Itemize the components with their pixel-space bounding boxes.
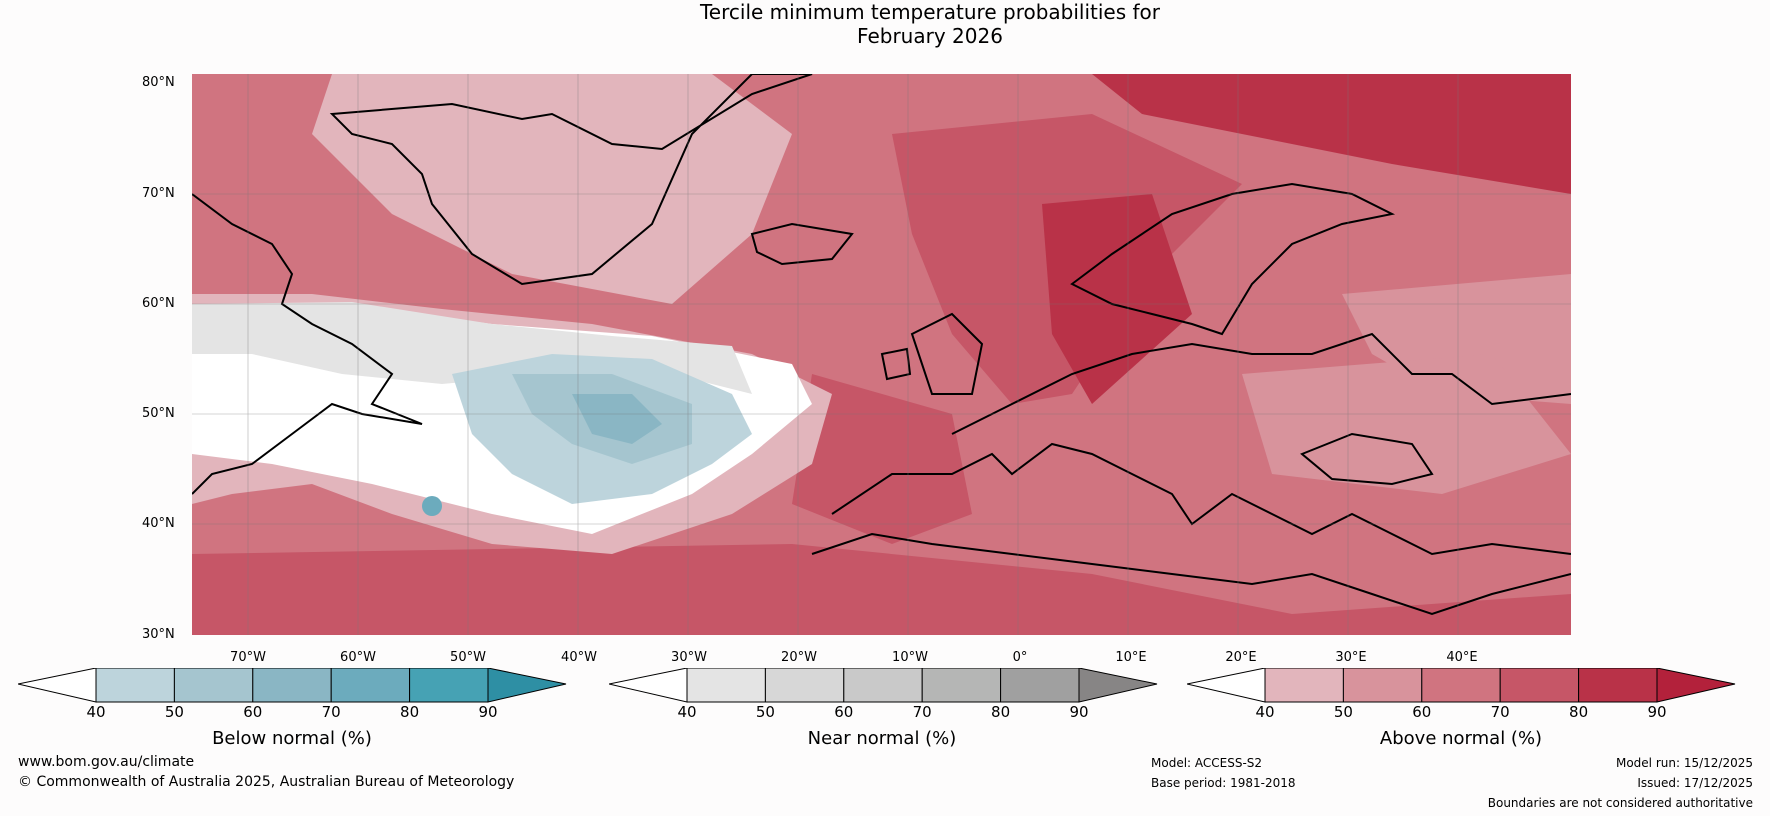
lon-label-70w: 70°W bbox=[230, 650, 266, 665]
shade-russia bbox=[1342, 274, 1571, 404]
cbar-near-segment bbox=[764, 668, 845, 703]
lat-label-60n: 60°N bbox=[142, 296, 175, 311]
cbar-title-below: Below normal (%) bbox=[212, 728, 372, 749]
cbar-below-segment bbox=[330, 668, 411, 703]
lon-label-40e: 40°E bbox=[1446, 650, 1478, 665]
black-sea-coast bbox=[1300, 432, 1434, 486]
cbar-above-segment bbox=[1342, 668, 1423, 703]
map-title: Tercile minimum temperature probabilitie… bbox=[0, 0, 1770, 48]
cbar-below-segment bbox=[95, 668, 175, 703]
lon-label-50w: 50°W bbox=[450, 650, 486, 665]
lon-label-40w: 40°W bbox=[561, 650, 597, 665]
cbar-above-segment bbox=[1499, 668, 1580, 703]
cbar-near-segment bbox=[843, 668, 923, 703]
cbar-below-high-arrow bbox=[487, 668, 567, 703]
cbar-below-tick: 70 bbox=[321, 703, 341, 721]
scandinavia-coast bbox=[1070, 182, 1396, 336]
footer-model: Model: ACCESS-S2 bbox=[1151, 756, 1263, 770]
lat-label-40n: 40°N bbox=[142, 516, 175, 531]
shade-south bbox=[192, 544, 1571, 635]
cbar-below-segment bbox=[252, 668, 332, 703]
title-line-1: Tercile minimum temperature probabilitie… bbox=[699, 0, 1161, 24]
cbar-above-tick: 60 bbox=[1412, 703, 1432, 721]
lon-label-0: 0° bbox=[1012, 650, 1028, 665]
ireland-coast bbox=[880, 347, 912, 381]
cbar-below-tick: 50 bbox=[164, 703, 184, 721]
lon-label-10w: 10°W bbox=[892, 650, 928, 665]
cbar-near-tick: 90 bbox=[1069, 703, 1089, 721]
shade-midatlantic bbox=[792, 374, 972, 544]
shade-labrador bbox=[312, 74, 792, 304]
cbar-below-segment bbox=[409, 668, 489, 703]
lon-label-30e: 30°E bbox=[1335, 650, 1367, 665]
cbar-near-segment bbox=[921, 668, 1002, 703]
cbar-below-tick: 60 bbox=[243, 703, 263, 721]
cbar-above-segment bbox=[1264, 668, 1344, 703]
cbar-near-high-arrow bbox=[1078, 668, 1158, 703]
cbar-above-segment bbox=[1421, 668, 1501, 703]
lat-label-70n: 70°N bbox=[142, 186, 175, 201]
footer-model-run: Model run: 15/12/2025 bbox=[1615, 756, 1753, 770]
cbar-near-tick: 80 bbox=[991, 703, 1011, 721]
shade-arctic bbox=[1092, 74, 1571, 194]
footer-issued: Issued: 17/12/2025 bbox=[1637, 776, 1753, 790]
europe-north-coast bbox=[951, 332, 1571, 435]
cbar-below-low-arrow bbox=[18, 668, 97, 703]
map-svg bbox=[192, 74, 1571, 635]
lon-label-20w: 20°W bbox=[781, 650, 817, 665]
cbar-above-tick: 70 bbox=[1490, 703, 1510, 721]
cbar-above-low-arrow bbox=[1187, 668, 1266, 703]
britain-coast bbox=[910, 312, 984, 395]
probability-map bbox=[192, 74, 1571, 635]
cbar-below-tick: 40 bbox=[86, 703, 106, 721]
shade-norwegian-sea bbox=[1042, 194, 1192, 404]
cbar-above-high-arrow bbox=[1656, 668, 1736, 703]
cbar-above-tick: 90 bbox=[1647, 703, 1667, 721]
cbar-near-tick: 70 bbox=[912, 703, 932, 721]
cbar-below-segment bbox=[173, 668, 254, 703]
cbar-near-tick: 50 bbox=[755, 703, 775, 721]
cbar-near-segment bbox=[1000, 668, 1080, 703]
colorbar-above-normal bbox=[1187, 668, 1736, 703]
shade-east-europe bbox=[1242, 354, 1571, 494]
cbar-above-tick: 50 bbox=[1333, 703, 1353, 721]
cbar-title-near: Near normal (%) bbox=[807, 728, 957, 749]
cbar-below-tick: 90 bbox=[478, 703, 498, 721]
cbar-above-tick: 80 bbox=[1569, 703, 1589, 721]
footer-base-period: Base period: 1981-2018 bbox=[1151, 776, 1296, 790]
africa-north-coast bbox=[811, 532, 1571, 616]
lon-label-60w: 60°W bbox=[340, 650, 376, 665]
cbar-near-low-arrow bbox=[609, 668, 688, 703]
lat-label-50n: 50°N bbox=[142, 406, 175, 421]
cbar-title-above: Above normal (%) bbox=[1379, 728, 1543, 749]
footer-website: www.bom.gov.au/climate bbox=[18, 754, 195, 770]
greenland-coast bbox=[329, 74, 813, 286]
cbar-near-segment bbox=[686, 668, 766, 703]
graticule bbox=[192, 74, 1571, 635]
lon-label-30w: 30°W bbox=[671, 650, 707, 665]
iceland-coast bbox=[750, 222, 854, 266]
cbar-above-segment bbox=[1578, 668, 1658, 703]
lat-label-30n: 30°N bbox=[142, 627, 175, 642]
lon-label-20e: 20°E bbox=[1225, 650, 1257, 665]
cbar-near-tick: 40 bbox=[677, 703, 697, 721]
cbar-below-tick: 80 bbox=[400, 703, 420, 721]
north-america-coast bbox=[192, 193, 423, 495]
cbar-near-tick: 60 bbox=[834, 703, 854, 721]
shade-below-spot bbox=[422, 496, 442, 516]
lat-label-80n: 80°N bbox=[142, 75, 175, 90]
mediterranean-north-coast bbox=[831, 442, 1571, 556]
colorbar-near-normal bbox=[609, 668, 1158, 703]
footer-copyright: © Commonwealth of Australia 2025, Austra… bbox=[18, 774, 515, 790]
footer-disclaimer: Boundaries are not considered authoritat… bbox=[1487, 796, 1753, 810]
shade-below-3 bbox=[572, 394, 662, 444]
colorbar-below-normal bbox=[18, 668, 567, 703]
title-line-2: February 2026 bbox=[857, 24, 1003, 48]
lon-label-10e: 10°E bbox=[1115, 650, 1147, 665]
cbar-above-tick: 40 bbox=[1255, 703, 1275, 721]
